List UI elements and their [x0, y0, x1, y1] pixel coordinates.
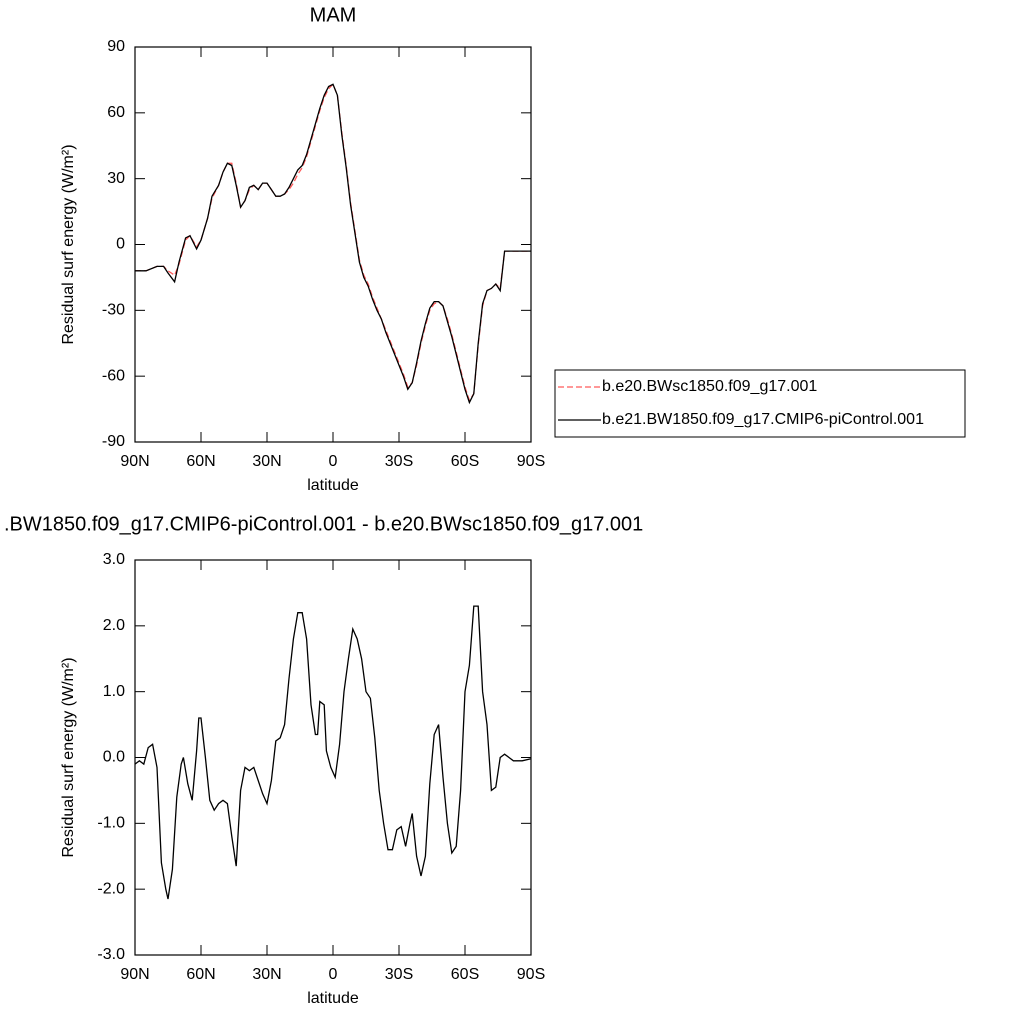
data-line — [135, 83, 531, 402]
x-axis-label: latitude — [307, 990, 359, 1007]
x-tick-label: 60S — [451, 966, 479, 983]
x-tick-label: 60N — [186, 453, 215, 470]
x-tick-label: 30S — [385, 966, 413, 983]
legend-label: b.e20.BWsc1850.f09_g17.001 — [602, 378, 817, 395]
y-tick-label: -1.0 — [97, 815, 125, 832]
y-tick-label: -60 — [102, 367, 125, 384]
y-tick-label: 2.0 — [103, 617, 125, 634]
x-tick-label: 90N — [120, 453, 149, 470]
y-tick-label: 60 — [107, 104, 125, 121]
chart-title: .BW1850.f09_g17.CMIP6-piControl.001 - b.… — [4, 513, 643, 535]
y-tick-label: 30 — [107, 170, 125, 187]
y-tick-label: 0.0 — [103, 749, 125, 766]
y-axis-label: Residual surf energy (W/m²) — [60, 657, 77, 857]
x-tick-label: 0 — [329, 966, 338, 983]
x-axis-label: latitude — [307, 477, 359, 494]
data-line — [134, 605, 532, 900]
y-tick-label: 1.0 — [103, 683, 125, 700]
x-tick-label: 30N — [252, 453, 281, 470]
x-tick-label: 0 — [329, 453, 338, 470]
x-tick-label: 60S — [451, 453, 479, 470]
y-tick-label: -30 — [102, 302, 125, 319]
y-tick-label: 90 — [107, 38, 125, 55]
x-tick-label: 30N — [252, 966, 281, 983]
y-tick-label: -2.0 — [97, 880, 125, 897]
y-tick-label: 3.0 — [103, 551, 125, 568]
legend-label: b.e21.BW1850.f09_g17.CMIP6-piControl.001 — [602, 411, 924, 428]
x-tick-label: 90S — [517, 453, 545, 470]
x-tick-label: 90S — [517, 966, 545, 983]
data-line — [135, 83, 531, 405]
chart-title: MAM — [310, 4, 357, 26]
x-tick-label: 60N — [186, 966, 215, 983]
x-tick-label: 90N — [120, 966, 149, 983]
plot-frame — [134, 559, 532, 956]
y-axis-label: Residual surf energy (W/m²) — [60, 144, 77, 344]
legend-box — [554, 369, 966, 438]
y-tick-label: -90 — [102, 433, 125, 450]
x-tick-label: 30S — [385, 453, 413, 470]
y-tick-label: -3.0 — [97, 946, 125, 963]
y-tick-label: 0 — [116, 236, 125, 253]
